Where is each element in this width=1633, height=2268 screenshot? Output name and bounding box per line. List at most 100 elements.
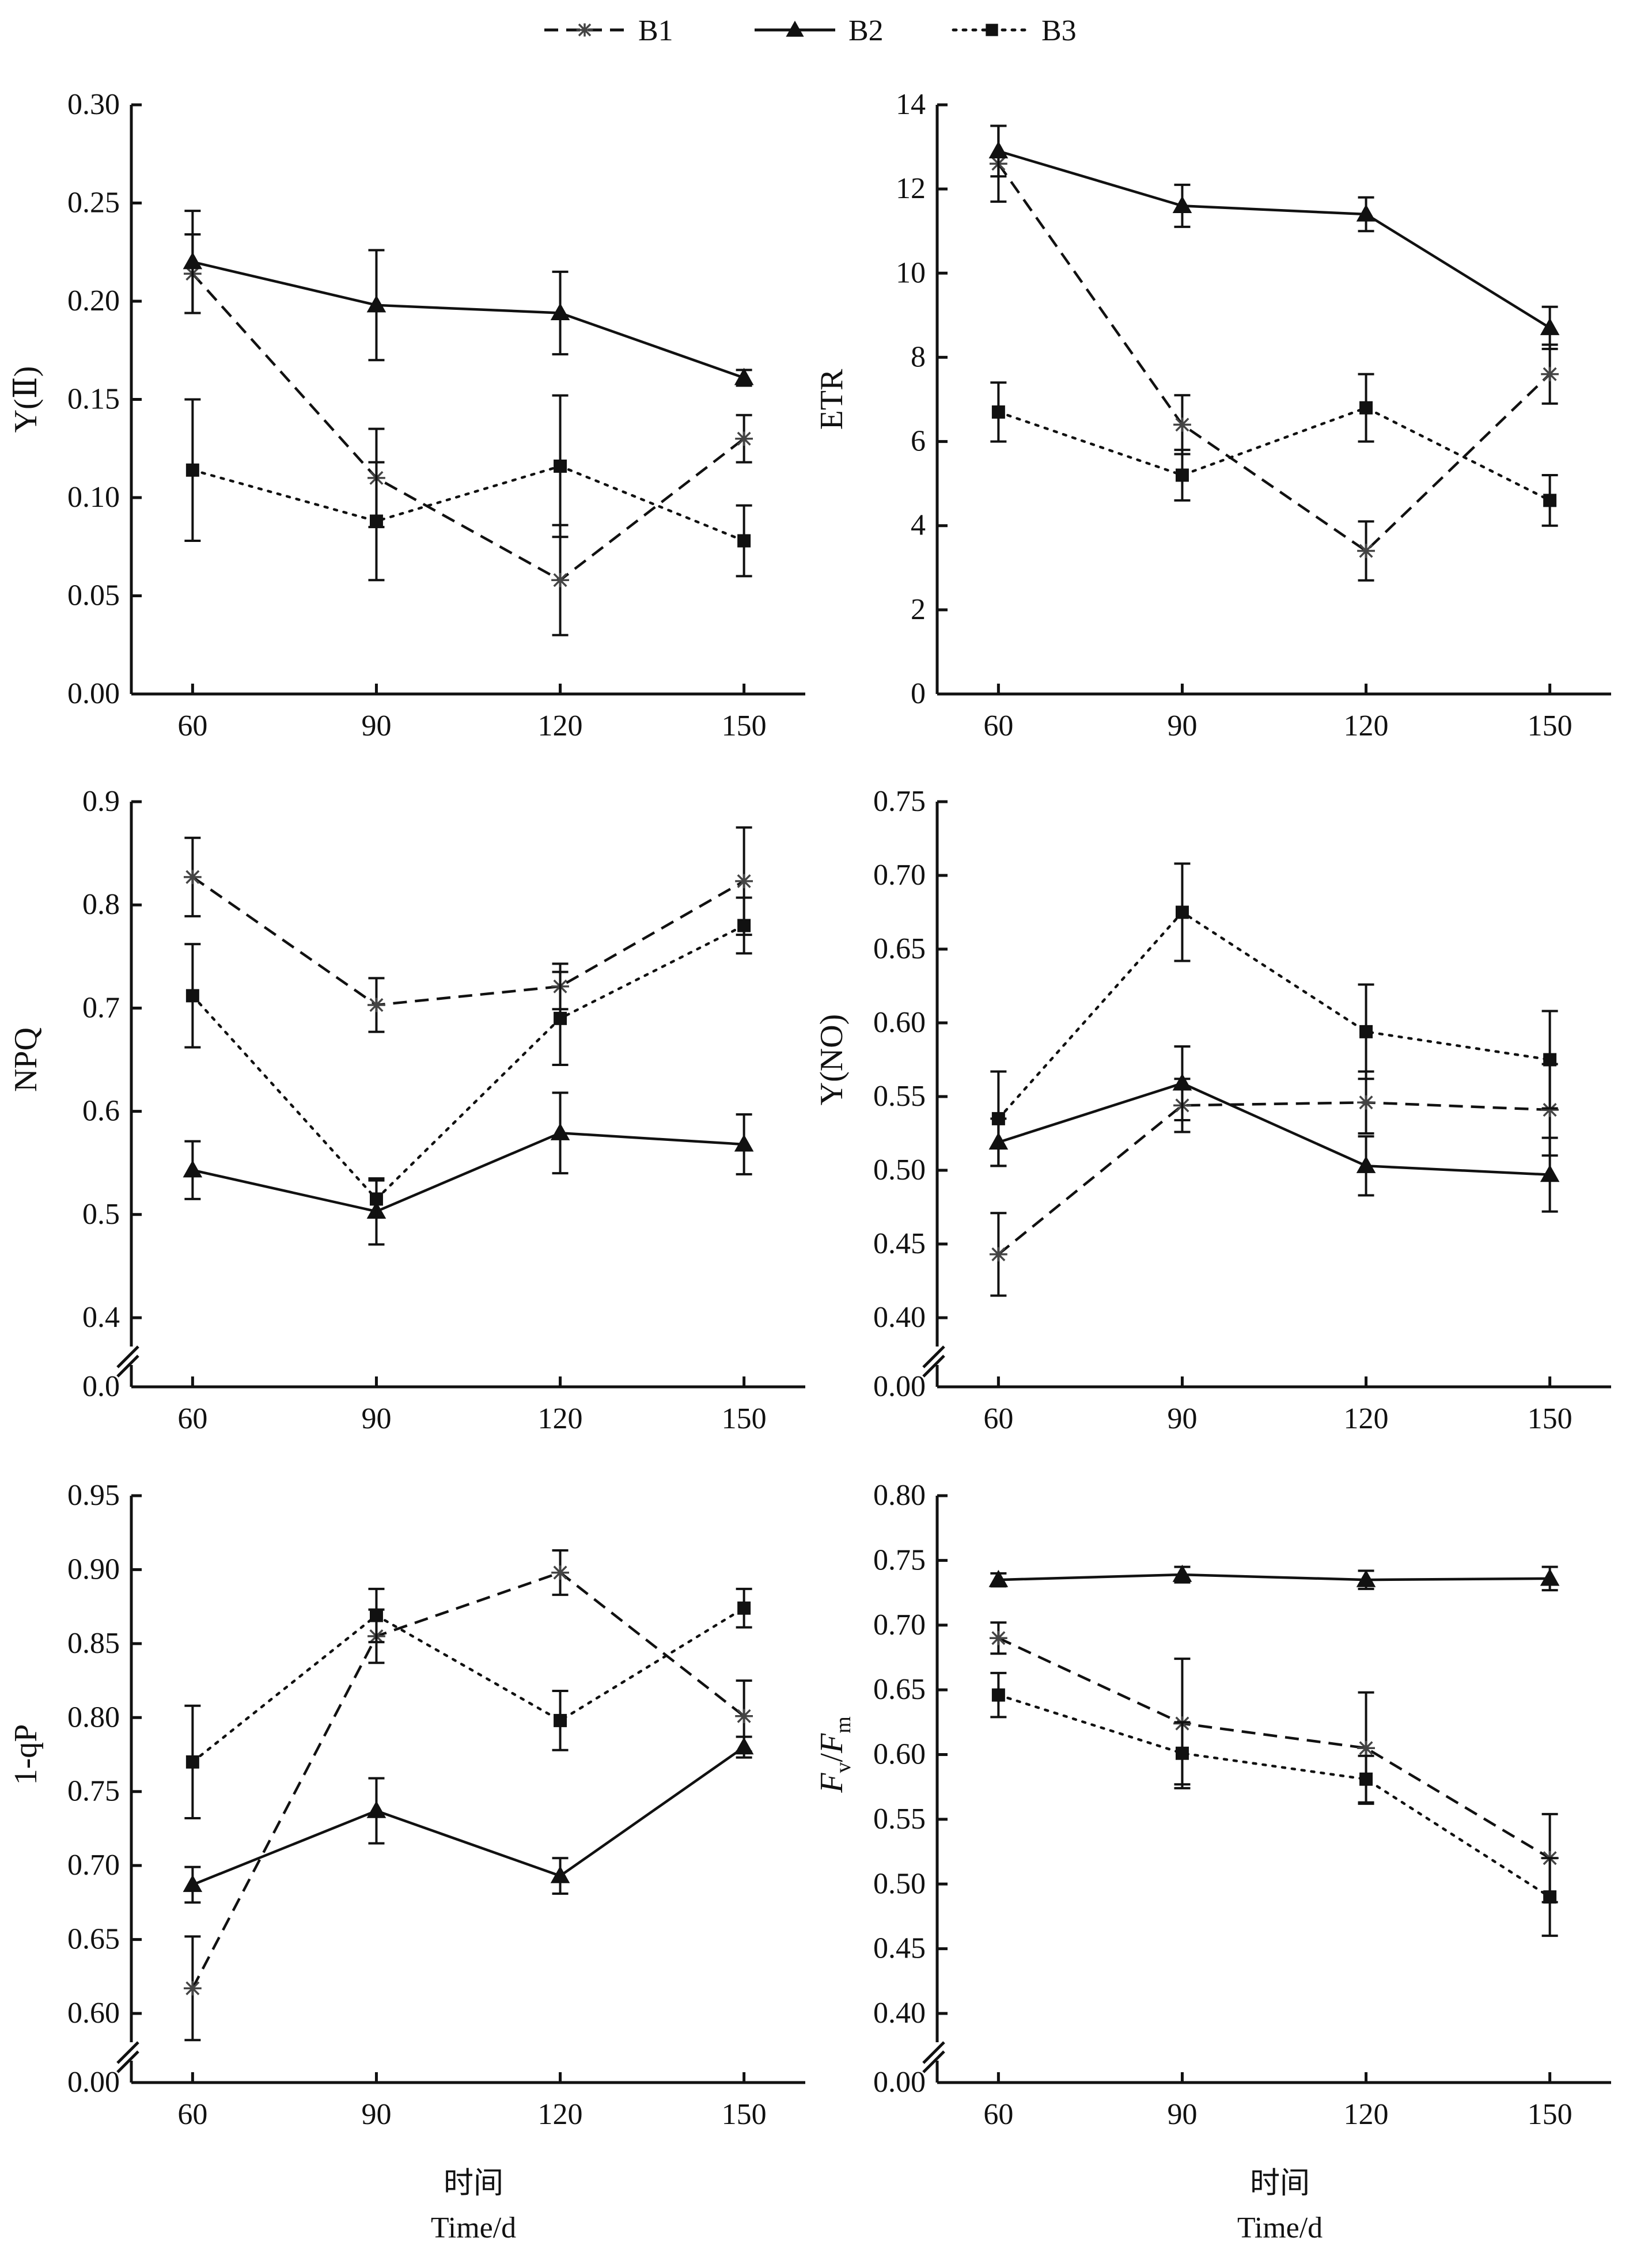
x-tick-label: 150 — [1528, 710, 1573, 742]
data-point-b2 — [1172, 1564, 1192, 1582]
series-b1 — [183, 826, 753, 1033]
series-b3 — [184, 394, 752, 582]
series-line-b2 — [192, 1746, 745, 1886]
y-axis-title: Y(Ⅱ) — [8, 366, 44, 433]
axis-break-mark-2 — [922, 1355, 945, 1378]
y-axis-title: Fv/Fm — [814, 1716, 855, 1793]
y-tick-label: 0.4 — [82, 1301, 120, 1334]
legend-marker-shape-b3 — [986, 24, 998, 36]
y-tick-label: 0 — [911, 677, 926, 710]
panel-y-ii: 0.00 0.05 0.10 0.15 0.20 0.25 0.30 60 90 120 150 Y(… — [8, 88, 805, 742]
axis-break-mark-1 — [922, 2041, 945, 2064]
series-b2 — [183, 1091, 754, 1246]
x-tick-label: 90 — [1167, 2098, 1197, 2131]
series-line-b2 — [998, 150, 1551, 329]
y-tick-label: 0.60 — [873, 1006, 926, 1039]
data-point-b3 — [554, 1713, 567, 1727]
y-tick-label: 0.75 — [873, 1543, 926, 1576]
data-point-b2 — [1356, 1155, 1376, 1173]
x-axis-title-cn-left: 时间 — [444, 2167, 503, 2200]
y-tick-label: 0.20 — [67, 285, 120, 317]
series-line-b2 — [998, 1573, 1550, 1581]
y-tick-label: 0.60 — [873, 1738, 926, 1771]
x-tick-label: 120 — [538, 1402, 583, 1435]
series-b1 — [989, 1063, 1559, 1297]
data-point-b2 — [550, 1865, 570, 1883]
data-point-b3 — [1359, 1772, 1373, 1786]
data-point-b3 — [737, 1601, 751, 1615]
data-point-b2 — [550, 1122, 570, 1140]
axis-break-mark-2 — [922, 2050, 945, 2073]
x-tick-label: 60 — [177, 710, 207, 742]
y-tick-label: 6 — [911, 425, 926, 458]
data-point-b2 — [1540, 1165, 1560, 1182]
legend-label-b1: B1 — [638, 14, 673, 47]
data-point-b3 — [1359, 401, 1373, 415]
y-tick-label: 0.8 — [82, 888, 120, 921]
y-tick-label: 4 — [911, 509, 926, 542]
axis-break-mark-1 — [116, 2041, 139, 2064]
legend-marker-b3 — [986, 24, 998, 36]
legend-item-b2: B2 — [755, 14, 884, 47]
y-tick-label: 0.6 — [82, 1095, 120, 1128]
data-point-b1 — [989, 1630, 1007, 1645]
data-point-b2 — [183, 1875, 203, 1892]
data-point-b1 — [1357, 1095, 1375, 1110]
data-point-b3 — [991, 405, 1005, 419]
series-b2 — [988, 124, 1560, 350]
data-point-b1 — [183, 1981, 202, 1996]
data-point-b2 — [1540, 1568, 1560, 1586]
legend-label-b2: B2 — [848, 14, 884, 47]
x-tick-label: 90 — [1167, 710, 1197, 742]
x-tick-label: 150 — [1528, 1402, 1573, 1435]
x-tick-label: 60 — [177, 2098, 207, 2131]
data-point-b2 — [988, 1569, 1009, 1587]
data-point-b1 — [367, 998, 385, 1012]
x-tick-label: 60 — [983, 1402, 1013, 1435]
x-tick-label: 120 — [1344, 1402, 1389, 1435]
series-line-b1 — [997, 163, 1551, 553]
data-point-b3 — [991, 1112, 1005, 1125]
axis-break-mark-2 — [116, 2050, 139, 2073]
data-point-b3 — [554, 459, 567, 473]
series-b2 — [183, 1735, 754, 1904]
legend-label-b3: B3 — [1041, 14, 1077, 47]
y-tick-label-break: 0.00 — [873, 1370, 926, 1403]
y-tick-label: 0.50 — [873, 1154, 926, 1186]
series-line-b2 — [192, 260, 745, 380]
y-axis-title: 1-qP — [8, 1724, 44, 1785]
data-point-b3 — [1359, 1025, 1373, 1038]
data-point-b3 — [1175, 905, 1189, 919]
y-tick-label: 0.65 — [873, 932, 926, 965]
x-tick-label: 150 — [722, 710, 767, 742]
y-tick-label: 0.75 — [67, 1775, 120, 1808]
y-tick-label: 0.00 — [67, 677, 120, 710]
y-tick-label: 0.5 — [82, 1198, 120, 1231]
series-b1 — [989, 1621, 1559, 1903]
series-line-b3 — [997, 911, 1551, 1120]
data-point-b3 — [1175, 468, 1189, 482]
series-line-b1 — [191, 272, 745, 582]
data-point-b2 — [1172, 196, 1192, 213]
series-b2 — [183, 210, 754, 387]
data-point-b1 — [735, 1709, 753, 1724]
data-point-b2 — [1540, 317, 1560, 335]
y-tick-label: 8 — [911, 340, 926, 373]
y-tick-label: 0.90 — [67, 1553, 120, 1586]
data-point-b1 — [183, 870, 202, 885]
y-tick-label: 14 — [896, 88, 926, 121]
data-point-b3 — [737, 919, 751, 932]
series-b2 — [988, 1045, 1560, 1213]
y-tick-label-break: 0.00 — [67, 2066, 120, 2099]
y-tick-label: 2 — [911, 593, 926, 626]
y-tick-label: 0.45 — [873, 1227, 926, 1260]
panel-y-no: 0.00 0.40 0.45 0.50 0.55 0.60 0.65 0.70 0.75 60 90… — [814, 785, 1611, 1435]
data-point-b1 — [1173, 418, 1191, 432]
y-tick-label: 0.70 — [873, 859, 926, 892]
y-axis-title: Y(NO) — [814, 1014, 850, 1106]
series-line-b1 — [192, 875, 745, 1007]
panel-npq: 0.0 0.4 0.5 0.6 0.7 0.8 0.9 60 90 120 150 NPQ — [8, 785, 805, 1435]
y-tick-label: 0.50 — [873, 1867, 926, 1900]
panel-1-qp: 0.00 0.60 0.65 0.70 0.75 0.80 0.85 0.90 0.95 60 90… — [8, 1479, 805, 2131]
x-tick-label: 60 — [983, 710, 1013, 742]
